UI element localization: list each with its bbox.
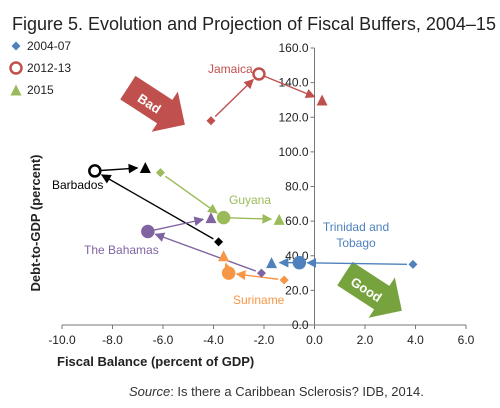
barbados-point-2004-07 bbox=[214, 237, 224, 247]
legend: 2004-07 2012-13 2015 bbox=[9, 39, 71, 97]
y-tick-label: 60.0 bbox=[285, 214, 309, 228]
y-tick-label: 20.0 bbox=[285, 283, 309, 297]
the-bahamas-point-2012-13 bbox=[141, 224, 155, 239]
the-bahamas-point-2004-07 bbox=[256, 268, 266, 278]
guyana-connector bbox=[229, 213, 273, 224]
jamaica-connector bbox=[214, 78, 254, 118]
y-tick-label: 160.0 bbox=[278, 41, 308, 55]
trinidad-and-tobago-point-2004-07 bbox=[408, 259, 418, 269]
y-tick-label: 0.0 bbox=[292, 318, 309, 332]
y-tick-label: 100.0 bbox=[278, 145, 308, 159]
the-bahamas-connector bbox=[153, 216, 205, 231]
guyana-point-2015 bbox=[273, 213, 285, 225]
data-points bbox=[88, 67, 418, 285]
x-tick-label: -4.0 bbox=[203, 333, 224, 347]
x-tick-label: 2.0 bbox=[357, 333, 374, 347]
guyana-connector bbox=[164, 175, 218, 214]
legend-marker-2004-07 bbox=[11, 41, 21, 51]
guyana-point-2012-13 bbox=[216, 210, 231, 225]
y-tick-label: 80.0 bbox=[285, 180, 309, 194]
label-jamaica: Jamaica bbox=[208, 62, 253, 76]
axes: -10.0 -8.0 -6.0 -4.0 -2.0 0.0 2.0 4.0 6.0 0.0 20.0… bbox=[48, 41, 474, 347]
jamaica-connector bbox=[264, 75, 316, 99]
country-labels: Jamaica Barbados Guyana The Bahamas Trinidad… bbox=[52, 62, 389, 307]
x-axis-label: Fiscal Balance (percent of GDP) bbox=[57, 354, 254, 369]
jamaica-point-2015 bbox=[316, 94, 328, 106]
source-prefix: Source bbox=[129, 384, 170, 399]
y-tick-label: 120.0 bbox=[278, 110, 308, 124]
x-tick-label: 0.0 bbox=[306, 333, 323, 347]
suriname-point-2012-13 bbox=[221, 266, 236, 280]
x-tick-label: -6.0 bbox=[153, 333, 174, 347]
x-tick-label: -8.0 bbox=[102, 333, 123, 347]
x-tick-label: -10.0 bbox=[48, 333, 76, 347]
legend-marker-2012-13 bbox=[9, 61, 23, 75]
the-bahamas-connector bbox=[154, 232, 257, 272]
x-tick-label: -2.0 bbox=[254, 333, 275, 347]
legend-label-2015: 2015 bbox=[27, 83, 54, 97]
guyana-point-2004-07 bbox=[155, 168, 165, 178]
legend-label-2012-13: 2012-13 bbox=[27, 61, 71, 75]
barbados-point-2012-13 bbox=[88, 164, 102, 178]
chart-title: Figure 5. Evolution and Projection of Fi… bbox=[12, 14, 496, 34]
barbados-point-2015 bbox=[139, 161, 151, 173]
label-guyana: Guyana bbox=[229, 193, 271, 207]
jamaica-point-2004-07 bbox=[206, 116, 216, 126]
barbados-connector bbox=[100, 174, 214, 240]
suriname-connector bbox=[235, 270, 279, 281]
the-bahamas-point-2015 bbox=[205, 212, 217, 224]
barbados-connector bbox=[100, 163, 139, 174]
label-suriname: Suriname bbox=[233, 293, 285, 307]
jamaica-point-2012-13 bbox=[252, 67, 266, 81]
x-tick-label: 4.0 bbox=[407, 333, 424, 347]
direction-arrows: Bad Good bbox=[120, 75, 402, 318]
source-note: Source: Is there a Caribbean Sclerosis? … bbox=[129, 384, 424, 399]
x-tick-label: 6.0 bbox=[458, 333, 475, 347]
legend-marker-2015 bbox=[10, 84, 22, 96]
label-trinidad-and-tobago: Trinidad and Tobago bbox=[323, 220, 389, 250]
label-the-bahamas: The Bahamas bbox=[84, 243, 159, 257]
good-arrow bbox=[337, 261, 402, 318]
trinidad-and-tobago-point-2015 bbox=[266, 257, 278, 269]
source-text: : Is there a Caribbean Sclerosis? IDB, 2… bbox=[170, 384, 424, 399]
trinidad-and-tobago-point-2012-13 bbox=[292, 255, 307, 270]
trinidad-and-tobago-connector bbox=[306, 258, 407, 268]
label-barbados: Barbados bbox=[52, 178, 103, 192]
y-tick-label: 140.0 bbox=[278, 76, 308, 90]
y-axis-label: Debt-to-GDP (percent) bbox=[28, 155, 43, 292]
suriname-point-2015 bbox=[218, 250, 230, 262]
bad-arrow bbox=[120, 75, 185, 132]
suriname-point-2004-07 bbox=[279, 275, 289, 285]
series-connectors bbox=[100, 75, 407, 281]
legend-label-2004-07: 2004-07 bbox=[27, 39, 71, 53]
